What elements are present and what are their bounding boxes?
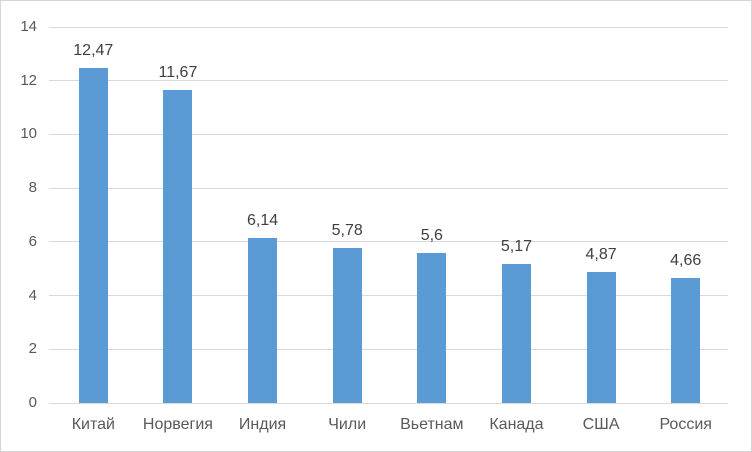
y-axis-tick-label: 4 <box>28 286 37 304</box>
x-axis-label-Чили: Чили <box>328 416 367 433</box>
bar-Чили <box>332 247 362 403</box>
bar-Китай <box>78 68 108 403</box>
bar-Вьетнам <box>417 252 447 403</box>
x-axis-label-США: США <box>582 416 620 433</box>
x-axis-label-Вьетнам: Вьетнам <box>400 416 464 433</box>
data-label-США: 4,87 <box>585 246 617 264</box>
y-axis-tick-label: 10 <box>20 125 37 143</box>
x-axis-label-Россия: Россия <box>659 416 712 433</box>
x-axis-label-Индия: Индия <box>238 416 287 433</box>
gridline-y0 <box>49 402 728 404</box>
x-axis-label-Китай: Китай <box>71 416 115 433</box>
gridline-y2 <box>49 348 728 350</box>
y-axis-tick-label: 14 <box>20 18 37 35</box>
data-label-Индия: 6,14 <box>246 212 279 230</box>
bar-Индия <box>248 238 278 403</box>
y-axis-tick-label: 6 <box>28 232 37 250</box>
bar-Россия <box>671 277 701 403</box>
bar-Норвегия <box>163 89 193 403</box>
data-label-Канада: 5,17 <box>500 238 532 256</box>
data-label-Вьетнам: 5,6 <box>420 226 443 244</box>
gridline-y12 <box>49 80 728 82</box>
data-label-Чили: 5,78 <box>331 221 363 239</box>
y-axis-tick-label: 0 <box>28 394 37 411</box>
gridline-y10 <box>49 133 728 135</box>
x-axis-label-Норвегия: Норвегия <box>142 416 213 433</box>
gridline-y14 <box>49 26 728 28</box>
bar-Канада <box>501 264 531 403</box>
data-label-Китай: 12,47 <box>73 42 114 60</box>
y-axis-tick-label: 2 <box>28 340 37 358</box>
y-axis-tick-label: 8 <box>28 179 37 197</box>
x-axis-label-Канада: Канада <box>489 416 544 433</box>
gridline-y6 <box>49 241 728 243</box>
data-label-Россия: 4,66 <box>670 251 702 269</box>
data-label-Норвегия: 11,67 <box>158 63 198 81</box>
gridline-y8 <box>49 187 728 189</box>
y-axis-tick-label: 12 <box>20 71 37 89</box>
gridline-y4 <box>49 295 728 297</box>
bar-США <box>586 272 616 403</box>
